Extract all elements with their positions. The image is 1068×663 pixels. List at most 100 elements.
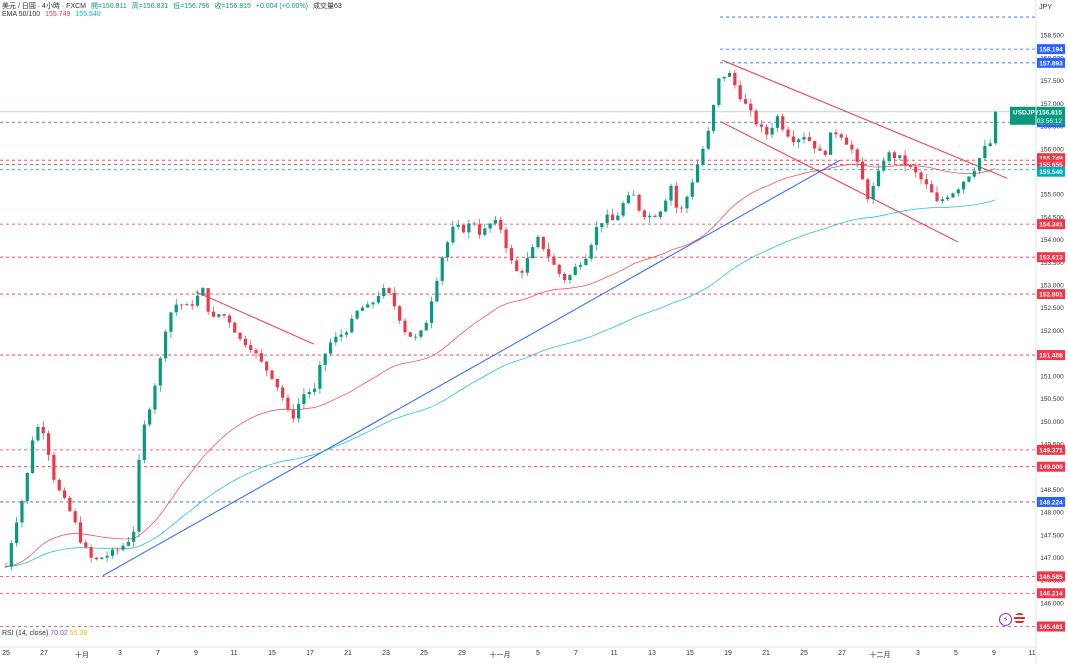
trendline-1[interactable]: [722, 59, 1008, 179]
trendline-3[interactable]: [102, 159, 841, 577]
candle-30: [164, 329, 168, 362]
lightning-icon[interactable]: ⚡: [999, 613, 1012, 626]
candle-46: [249, 340, 253, 353]
svg-text:153.613: 153.613: [1039, 255, 1063, 262]
y-tick-8: 154.500: [1040, 214, 1064, 221]
candle-165: [882, 156, 886, 173]
time-axis[interactable]: 25 27 十月 3 7 9 11 15 17 21 23 25 29 十一月 5 7 11 13 15 19 21 25…: [0, 648, 1036, 662]
candle-97: [520, 268, 524, 279]
x-tick-23: 十二月: [869, 652, 891, 659]
candle-88: [472, 221, 476, 227]
candle-18: [100, 557, 104, 560]
candle-117: [626, 191, 631, 204]
candle-98: [525, 252, 529, 276]
candle-44: [238, 332, 242, 342]
candle-10: [57, 478, 61, 492]
level-label-15: 146.214: [1037, 588, 1065, 599]
candle-118: [632, 190, 636, 196]
candle-94: [504, 227, 508, 254]
candle-132: [706, 126, 710, 151]
candle-22: [121, 542, 125, 552]
x-tick-18: 15: [686, 650, 694, 657]
candle-148: [791, 130, 795, 147]
level-label-10: 151.458: [1037, 350, 1065, 361]
svg-text:152.801: 152.801: [1039, 292, 1063, 299]
candle-35: [190, 299, 194, 311]
level-label-2: 157.893: [1037, 57, 1065, 68]
svg-text:148.224: 148.224: [1039, 499, 1063, 506]
svg-text:157.893: 157.893: [1039, 60, 1063, 67]
candle-61: [328, 338, 333, 357]
candle-103: [552, 253, 556, 266]
candlesticks: [4, 70, 998, 570]
y-tick-16: 150.500: [1040, 396, 1064, 403]
candle-8: [46, 430, 51, 461]
horizontal-levels: [0, 16, 1036, 627]
trendline-0[interactable]: [195, 291, 315, 345]
candle-15: [84, 539, 88, 549]
candle-112: [600, 223, 604, 233]
candle-13: [73, 508, 77, 525]
svg-text:USDJPY: USDJPY: [1013, 109, 1040, 116]
trendline-2[interactable]: [720, 121, 959, 243]
close-value: 收=156.815: [214, 3, 251, 10]
candle-127: [680, 205, 684, 214]
last-price-tag[interactable]: USDJPY 156.815 03:56:12: [1010, 106, 1065, 125]
candle-19: [105, 551, 109, 562]
x-tick-7: 15: [268, 650, 276, 657]
level-label-4: 155.749: [1037, 153, 1065, 164]
ema-lines: [5, 163, 996, 568]
candle-159: [850, 140, 854, 154]
candle-131: [701, 146, 705, 167]
candle-111: [594, 221, 599, 251]
x-tick-4: 7: [156, 650, 160, 657]
ema-legend[interactable]: EMA 50/100 155.749 155.540: [2, 11, 104, 18]
svg-text:158.194: 158.194: [1039, 47, 1063, 54]
candle-164: [876, 164, 881, 188]
candle-1: [9, 540, 13, 570]
candle-20: [110, 547, 114, 559]
candle-160: [855, 147, 859, 168]
rsi-legend[interactable]: RSI (14, close) 70.02 55.39: [2, 630, 87, 637]
x-tick-19: 19: [724, 650, 732, 657]
candle-185: [988, 139, 992, 147]
candle-177: [946, 195, 950, 201]
candle-170: [908, 163, 912, 170]
x-tick-22: 27: [838, 650, 846, 657]
candle-168: [898, 155, 902, 161]
candle-183: [977, 157, 982, 175]
svg-text:156.815: 156.815: [1039, 109, 1063, 116]
y-tick-10: 153.500: [1040, 260, 1064, 267]
y-tick-11: 153.000: [1040, 283, 1064, 290]
candle-150: [802, 132, 806, 144]
candle-119: [637, 193, 641, 213]
header-legend: 美元 / 日圓 · 4小時 · FXCM 開=156.811 高=156.831…: [2, 1, 345, 11]
ema50-line: [5, 163, 996, 568]
x-tick-27: 11: [1028, 650, 1036, 657]
candle-49: [265, 361, 269, 377]
candle-180: [962, 181, 966, 194]
x-tick-14: 5: [536, 650, 540, 657]
x-tick-10: 23: [382, 650, 390, 657]
svg-text:146.214: 146.214: [1039, 591, 1063, 598]
candle-174: [930, 180, 934, 193]
y-tick-5: 156.000: [1040, 146, 1064, 153]
candle-26: [142, 420, 146, 464]
candle-116: [621, 200, 625, 218]
candle-31: [169, 311, 173, 339]
svg-text:151.458: 151.458: [1039, 353, 1063, 360]
level-label-14: 146.585: [1037, 571, 1065, 582]
volume-value: 成交量63: [312, 3, 342, 10]
us-flag-icon[interactable]: [1014, 613, 1025, 624]
candle-16: [89, 544, 93, 563]
ema50-value: 155.749: [45, 11, 71, 18]
candle-107: [573, 263, 577, 276]
candle-55: [297, 398, 301, 423]
symbol-title[interactable]: 美元 / 日圓 · 4小時 · FXCM: [2, 3, 86, 10]
candle-123: [658, 210, 662, 220]
candle-71: [382, 284, 386, 299]
x-tick-25: 5: [954, 650, 958, 657]
candle-175: [935, 186, 939, 202]
candle-154: [823, 149, 827, 157]
